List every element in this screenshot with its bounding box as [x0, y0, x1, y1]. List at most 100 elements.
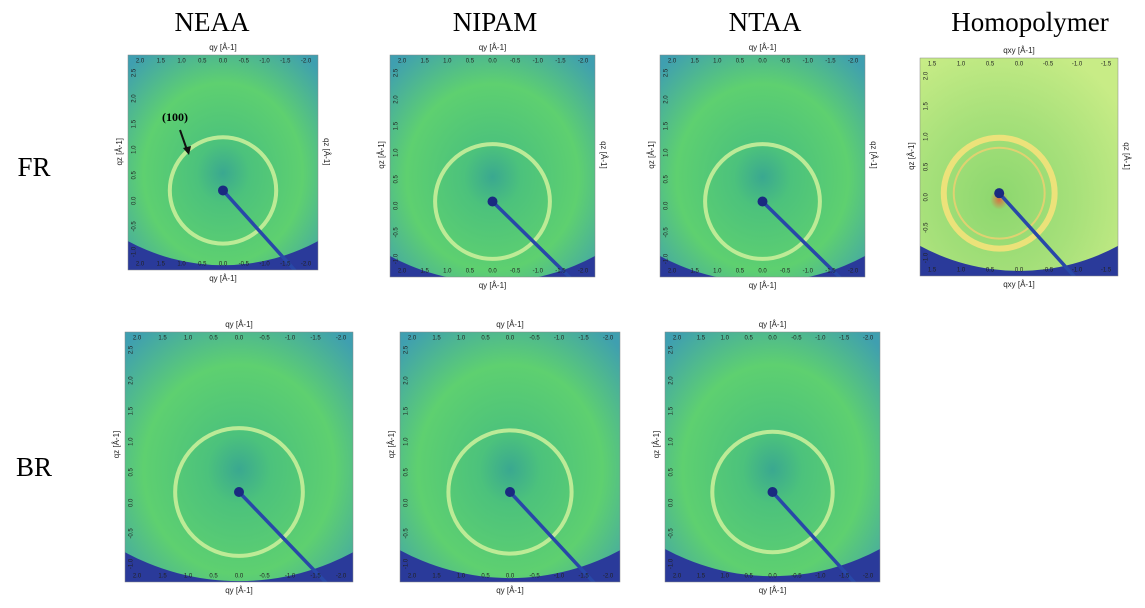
bottom-tick-label: -0.5: [259, 574, 270, 580]
left-tick-label: 1.0: [669, 437, 675, 446]
top-tick-label: 0.0: [758, 59, 767, 65]
top-tick-label: -1.5: [578, 336, 589, 342]
left-tick-label: -0.5: [394, 227, 400, 238]
left-tick-label: 0.0: [394, 201, 400, 210]
bottom-tick-label: 1.5: [697, 574, 706, 580]
bottom-tick-label: -1.5: [1101, 268, 1112, 274]
top-tick-label: -0.5: [510, 59, 521, 65]
bottom-tick-label: 1.5: [928, 268, 937, 274]
top-tick-label: 0.5: [466, 59, 475, 65]
left-tick-label: 1.5: [664, 121, 670, 130]
bottom-tick-label: 1.5: [157, 262, 166, 268]
left-tick-label: 2.5: [664, 68, 670, 77]
bottom-tick-label: -1.5: [839, 574, 850, 580]
left-tick-label: -1.0: [132, 246, 138, 257]
left-tick-label: 0.5: [924, 162, 930, 171]
left-tick-label: 1.5: [924, 102, 930, 111]
bottom-tick-label: 1.5: [420, 269, 429, 275]
bottom-axis-label: qy [Å-1]: [759, 586, 787, 595]
top-tick-label: 0.5: [209, 336, 218, 342]
left-axis-label: qz [Å-1]: [377, 141, 386, 169]
bottom-tick-label: -2.0: [301, 262, 312, 268]
bottom-axis-label: qxy [Å-1]: [1003, 280, 1035, 289]
left-tick-label: 0.5: [394, 174, 400, 183]
top-tick-label: 0.0: [1015, 62, 1024, 68]
left-axis-label: qz [Å-1]: [115, 138, 124, 166]
left-tick-label: 2.0: [132, 94, 138, 103]
top-tick-label: 2.0: [673, 336, 682, 342]
row-label: FR: [17, 152, 50, 182]
bottom-tick-label: 2.0: [673, 574, 682, 580]
top-tick-label: 0.5: [986, 62, 995, 68]
top-tick-label: -1.5: [555, 59, 566, 65]
left-tick-label: -0.5: [129, 528, 135, 539]
top-tick-label: 1.0: [713, 59, 722, 65]
bottom-axis-label: qy [Å-1]: [496, 586, 524, 595]
bottom-tick-label: 1.0: [957, 268, 966, 274]
top-tick-label: 0.0: [235, 336, 244, 342]
bottom-tick-label: 1.5: [158, 574, 167, 580]
bottom-tick-label: -0.5: [1043, 268, 1054, 274]
top-tick-label: -1.5: [839, 336, 850, 342]
left-axis-label: qz [Å-1]: [652, 431, 661, 459]
bottom-tick-label: 1.5: [432, 574, 441, 580]
bottom-tick-label: 0.0: [758, 269, 767, 275]
left-tick-label: -0.5: [924, 222, 930, 233]
bottom-tick-label: -0.5: [529, 574, 540, 580]
left-axis-label: qz [Å-1]: [387, 431, 396, 459]
background: [665, 332, 880, 582]
beam-center: [994, 188, 1004, 198]
column-label: Homopolymer: [951, 7, 1108, 37]
left-tick-label: -1.0: [664, 253, 670, 264]
top-tick-label: 0.5: [744, 336, 753, 342]
scattering-image: [123, 55, 323, 275]
left-tick-label: 0.0: [664, 201, 670, 210]
background: [128, 55, 318, 270]
left-tick-label: 0.5: [129, 467, 135, 476]
bottom-tick-label: 0.0: [768, 574, 777, 580]
bottom-tick-label: 0.0: [219, 262, 228, 268]
left-tick-label: -0.5: [669, 528, 675, 539]
top-tick-label: -2.0: [336, 336, 347, 342]
bottom-tick-label: 0.0: [488, 269, 497, 275]
panel: 2.02.01.51.51.01.00.50.50.00.0-0.5-0.5-1…: [112, 320, 358, 595]
bottom-tick-label: -1.5: [825, 269, 836, 275]
bottom-tick-label: 1.0: [713, 269, 722, 275]
top-tick-label: 1.5: [158, 336, 167, 342]
bottom-tick-label: -1.5: [578, 574, 589, 580]
bottom-tick-label: -1.0: [533, 269, 544, 275]
panel: 2.02.01.51.51.01.00.50.50.00.0-0.5-0.5-1…: [115, 43, 331, 283]
top-axis-label: qy [Å-1]: [749, 43, 777, 52]
top-tick-label: 0.5: [198, 59, 207, 65]
top-tick-label: 2.0: [133, 336, 142, 342]
top-tick-label: -0.5: [780, 59, 791, 65]
left-tick-label: -1.0: [394, 253, 400, 264]
bottom-tick-label: 1.0: [177, 262, 186, 268]
left-tick-label: 2.0: [394, 95, 400, 104]
bottom-tick-label: -0.5: [791, 574, 802, 580]
bottom-tick-label: 0.5: [986, 268, 995, 274]
top-tick-label: -2.0: [301, 59, 312, 65]
annotation: (100): [162, 110, 188, 124]
bottom-axis-label: qy [Å-1]: [225, 586, 253, 595]
top-tick-label: -0.5: [791, 336, 802, 342]
bottom-tick-label: 0.5: [466, 269, 475, 275]
top-tick-label: -1.5: [310, 336, 321, 342]
top-tick-label: -1.0: [533, 59, 544, 65]
left-tick-label: 1.0: [129, 437, 135, 446]
background: [400, 332, 620, 582]
left-tick-label: 0.0: [669, 498, 675, 507]
bottom-tick-label: -1.5: [280, 262, 291, 268]
top-tick-label: -1.5: [280, 59, 291, 65]
right-axis-label: qz [Å-1]: [869, 141, 878, 169]
bottom-tick-label: -1.0: [259, 262, 270, 268]
bottom-tick-label: 2.0: [408, 574, 417, 580]
left-tick-label: 1.0: [664, 148, 670, 157]
left-tick-label: 2.5: [394, 68, 400, 77]
top-axis-label: qy [Å-1]: [496, 320, 524, 329]
left-tick-label: 0.0: [129, 498, 135, 507]
bottom-tick-label: -0.5: [510, 269, 521, 275]
top-axis-label: qy [Å-1]: [225, 320, 253, 329]
bottom-tick-label: -1.0: [554, 574, 565, 580]
panel: 2.02.01.51.51.01.00.50.50.00.0-0.5-0.5-1…: [647, 43, 878, 290]
